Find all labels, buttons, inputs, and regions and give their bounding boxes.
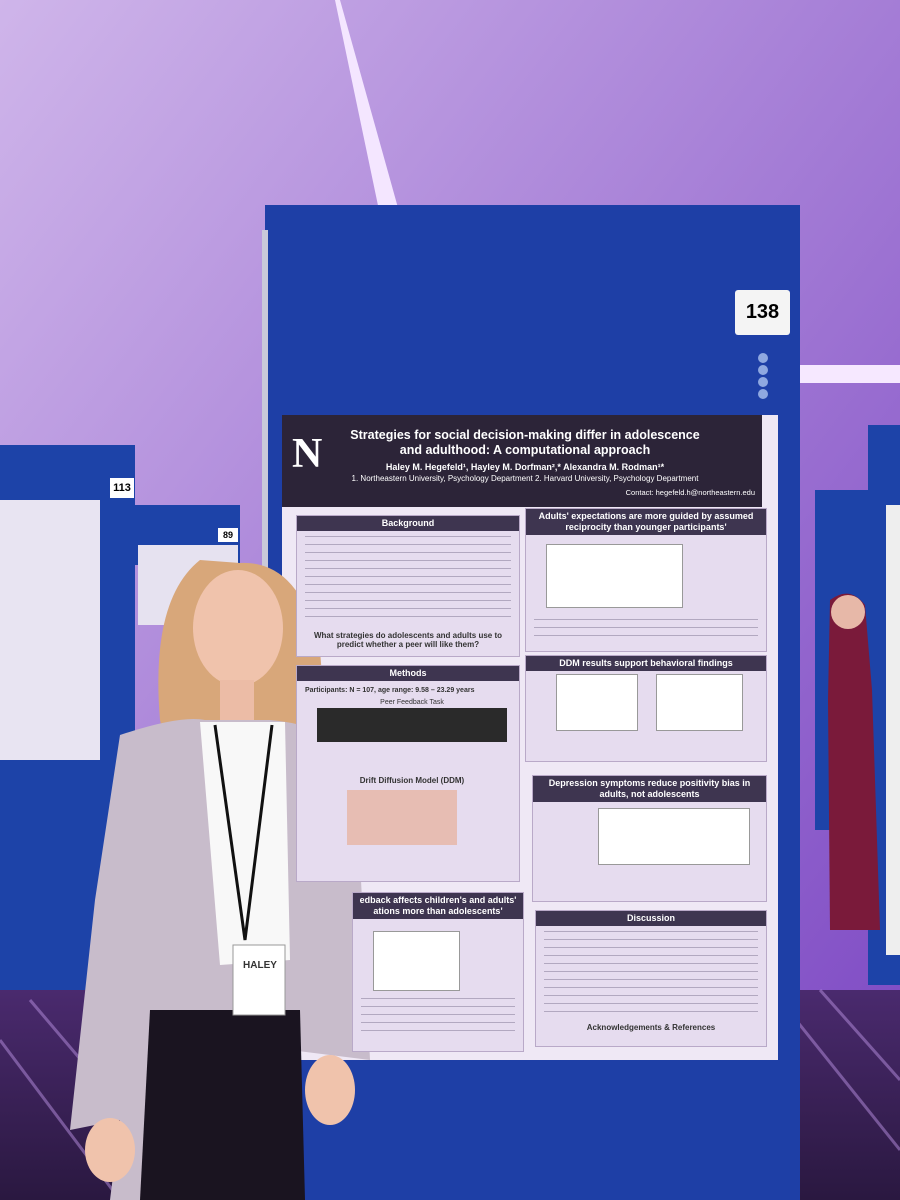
board-dots (758, 353, 768, 399)
poster-header (282, 415, 762, 507)
section: Methods Participants: N = 107, age range… (296, 665, 520, 882)
board-number: 138 (735, 290, 790, 335)
logo: N (292, 431, 323, 477)
figure (656, 674, 743, 731)
figure (546, 544, 683, 608)
authors: Haley M. Hegefeld¹, Hayley M. Dorfman²,*… (385, 462, 665, 472)
section-heading: Discussion (536, 911, 766, 926)
board-number: 89 (218, 528, 238, 542)
research-question: What strategies do adolescents and adult… (313, 631, 503, 649)
face-background (831, 595, 865, 629)
figure (556, 674, 638, 731)
poster-right (886, 505, 900, 955)
figure (373, 931, 460, 991)
person-background (828, 593, 880, 930)
section-heading: Adults' expectations are more guided by … (526, 509, 766, 535)
section: Discussion Acknowledgements & References (535, 910, 767, 1047)
badge-name: HALEY (243, 960, 277, 971)
contact: Contact: hegefeld.h@northeastern.edu (625, 488, 755, 497)
ddm-figure (347, 790, 457, 845)
affiliations: 1. Northeastern University, Psychology D… (351, 474, 699, 483)
poster-left (0, 500, 100, 760)
neck (220, 680, 254, 720)
pants (140, 1010, 305, 1200)
board-number: 113 (110, 478, 134, 498)
section: Adults' expectations are more guided by … (525, 508, 767, 652)
section-heading: Background (297, 516, 519, 531)
section-heading: Depression symptoms reduce positivity bi… (533, 776, 766, 802)
figure (598, 808, 750, 865)
light-strip (800, 365, 900, 383)
acknowledgements: Acknowledgements & References (586, 1023, 716, 1032)
poster-title: Strategies for social decision-making di… (350, 428, 700, 457)
section: DDM results support behavioral findings (525, 655, 767, 762)
name-badge (232, 944, 286, 1016)
section-heading: Methods (297, 666, 519, 681)
section-heading: DDM results support behavioral findings (526, 656, 766, 671)
light-strip (335, 0, 400, 215)
model-label: Drift Diffusion Model (DDM) (359, 776, 465, 785)
participants: Participants: N = 107, age range: 9.58 –… (305, 687, 475, 694)
section: Depression symptoms reduce positivity bi… (532, 775, 767, 902)
task-label: Peer Feedback Task (380, 699, 444, 706)
lanyard (213, 724, 274, 941)
hand (85, 1118, 135, 1182)
section-heading: edback affects children's and adults' at… (353, 893, 523, 919)
task-figure (317, 708, 507, 742)
face (193, 570, 283, 686)
section: Background What strategies do adolescent… (296, 515, 520, 657)
hand (305, 1055, 355, 1125)
section: edback affects children's and adults' at… (352, 892, 524, 1052)
